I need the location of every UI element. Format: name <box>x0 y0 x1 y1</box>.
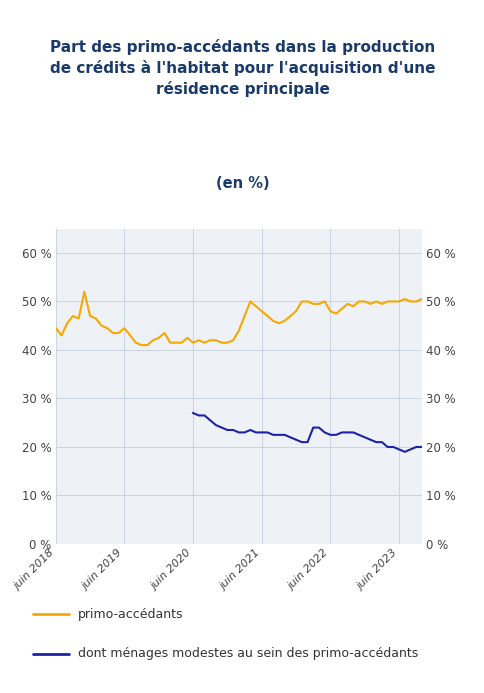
Text: primo-accédants: primo-accédants <box>77 608 183 621</box>
Text: (en %): (en %) <box>215 176 269 191</box>
Text: dont ménages modestes au sein des primo-accédants: dont ménages modestes au sein des primo-… <box>77 647 417 660</box>
Text: Part des primo-accédants dans la production
de crédits à l'habitat pour l'acquis: Part des primo-accédants dans la product… <box>50 39 434 98</box>
